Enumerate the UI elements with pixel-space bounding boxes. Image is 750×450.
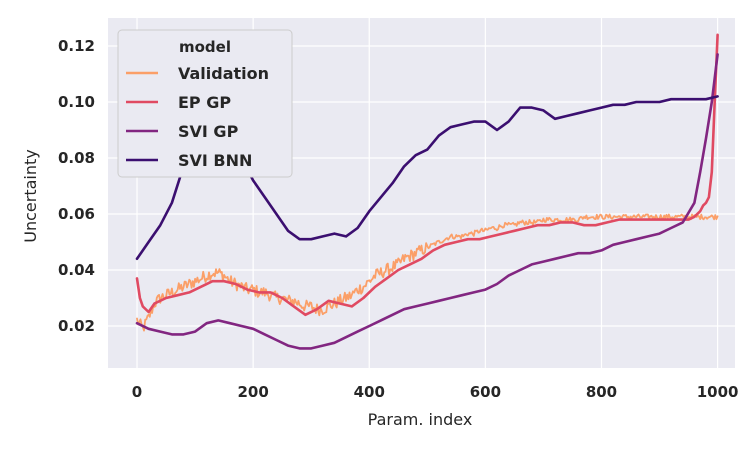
legend-label-svi-bnn: SVI BNN [178,151,252,170]
legend-title: model [179,38,231,56]
y-axis-ticks: 0.02 0.04 0.06 0.08 0.10 0.12 [58,37,95,335]
y-tick-label: 0.02 [58,317,95,335]
series-line-ep-gp [135,33,719,317]
legend-box [117,29,293,178]
y-tick-label: 0.04 [58,261,95,279]
series-line-svi-gp [135,53,719,350]
legend-label-svi-gp: SVI GP [178,122,239,141]
legend-items: Validation EP GP SVI GP SVI BNN [126,64,269,170]
x-tick-label: 0 [132,383,142,401]
x-tick-label: 1000 [697,383,739,401]
y-tick-label: 0.12 [58,37,95,55]
grid [108,18,735,368]
legend-label-validation: Validation [178,64,269,83]
legend-label-ep-gp: EP GP [178,93,231,112]
y-tick-label: 0.06 [58,205,95,223]
x-tick-label: 800 [586,383,617,401]
x-tick-label: 400 [354,383,385,401]
y-axis-label: Uncertainty [21,149,40,242]
legend: model Validation EP GP SVI GP SVI BNN [117,29,293,178]
x-axis-label: Param. index [368,410,473,429]
x-tick-label: 600 [470,383,501,401]
x-axis-ticks: 0 200 400 600 800 1000 [132,383,739,401]
y-tick-label: 0.10 [58,93,95,111]
x-tick-label: 200 [237,383,268,401]
y-tick-label: 0.08 [58,149,95,167]
